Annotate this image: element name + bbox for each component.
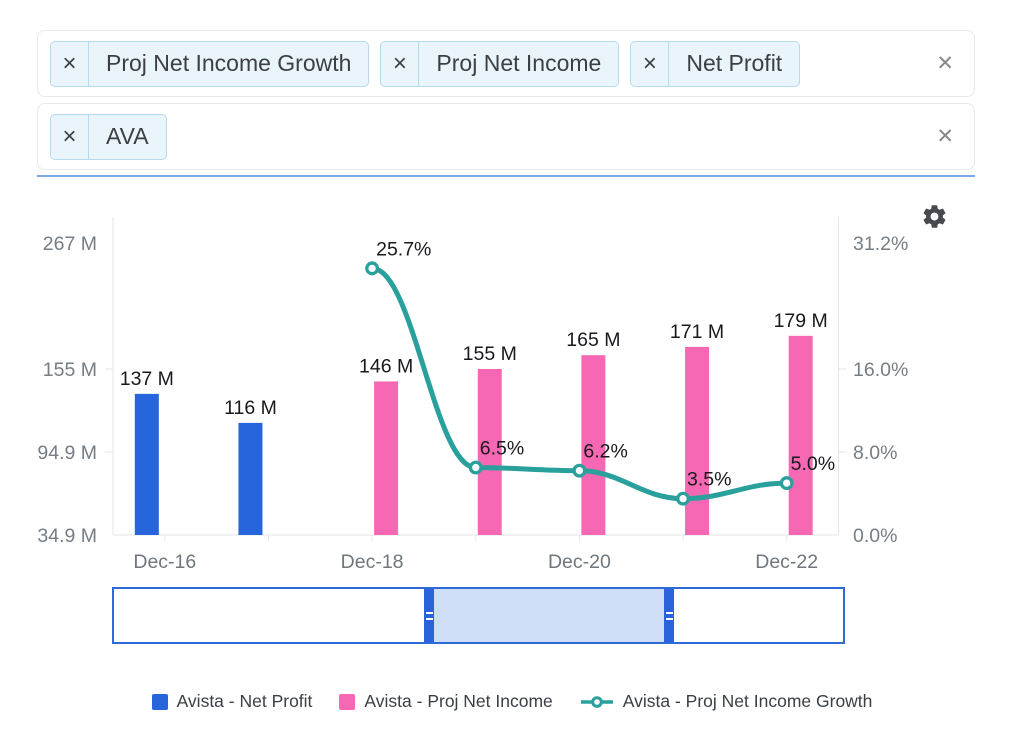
bar-data-label: 137 M [120, 368, 174, 390]
line-point-marker[interactable] [572, 463, 587, 478]
right-axis-tick-label: 16.0% [853, 359, 908, 381]
ticker-chip-list: × AVA [50, 113, 930, 160]
legend-item-net-profit[interactable]: Avista - Net Profit [151, 691, 313, 712]
chart-legend: Avista - Net Profit Avista - Proj Net In… [0, 691, 1024, 712]
left-axis-tick-label: 34.9 M [37, 525, 97, 547]
clear-metrics-icon[interactable]: ✕ [936, 52, 954, 75]
chip-ava[interactable]: × AVA [50, 113, 167, 160]
legend-label: Avista - Net Profit [176, 691, 313, 711]
x-axis-tick-label: Dec-18 [341, 551, 404, 573]
right-axis-tick-label: 31.2% [853, 233, 908, 255]
gear-icon[interactable] [921, 203, 948, 230]
growth-line[interactable] [369, 265, 790, 502]
datazoom-right-handle[interactable] [664, 589, 674, 642]
left-axis-tick-label: 94.9 M [37, 442, 97, 464]
bar-data-label: 179 M [774, 310, 828, 332]
chip-net-profit[interactable]: × Net Profit [630, 40, 801, 87]
bar-data-label: 155 M [463, 343, 517, 365]
datazoom-slider-track[interactable] [112, 587, 845, 644]
line-point-marker[interactable] [468, 460, 483, 475]
clear-tickers-icon[interactable]: ✕ [936, 125, 954, 148]
chip-proj-net-income-growth[interactable]: × Proj Net Income Growth [50, 40, 370, 87]
bar-data-label: 165 M [566, 329, 620, 351]
chip-label: Net Profit [686, 50, 783, 76]
right-axis-tick-label: 0.0% [853, 525, 897, 547]
legend-label: Avista - Proj Net Income Growth [622, 691, 873, 711]
x-axis-tick-label: Dec-20 [548, 551, 611, 573]
chip-proj-net-income[interactable]: × Proj Net Income [380, 40, 620, 87]
x-axis-tick-label: Dec-22 [755, 551, 818, 573]
bar-Avista - Proj Net Income[interactable] [788, 335, 813, 535]
ticker-filter-input[interactable]: × AVA ✕ [37, 103, 975, 170]
left-axis-tick-label: 155 M [43, 359, 97, 381]
metric-chip-list: × Proj Net Income Growth × Proj Net Inco… [50, 40, 930, 87]
legend-item-growth[interactable]: Avista - Proj Net Income Growth [580, 691, 873, 712]
handle-grip-icon [425, 611, 433, 620]
x-axis-tick-label: Dec-16 [133, 551, 196, 573]
metric-filter-input[interactable]: × Proj Net Income Growth × Proj Net Inco… [37, 30, 975, 97]
bar-Avista - Proj Net Income[interactable] [374, 381, 399, 535]
handle-grip-icon [665, 611, 673, 620]
proj-net-income-swatch-icon [339, 693, 356, 710]
line-point-marker[interactable] [676, 491, 690, 506]
line-data-label: 6.5% [480, 438, 524, 460]
chip-remove-icon[interactable]: × [631, 41, 670, 86]
bar-Avista - Proj Net Income[interactable] [477, 369, 502, 535]
chip-label: Proj Net Income Growth [106, 50, 352, 76]
legend-item-proj-net-income[interactable]: Avista - Proj Net Income [339, 691, 553, 712]
bar-data-label: 146 M [359, 355, 413, 377]
line-marker-swatch-icon [580, 695, 613, 708]
bar-Avista - Net Profit[interactable] [238, 422, 263, 535]
chart-canvas: 267 M 31.2% 155 M 16.0% 94.9 M 8.0% 34.9 M 0.0%… [37, 217, 908, 573]
line-point-marker[interactable] [779, 476, 794, 491]
bar-data-label: 116 M [224, 397, 277, 419]
datazoom-selected-window[interactable] [434, 589, 664, 642]
bar-Avista - Net Profit[interactable] [134, 393, 159, 535]
line-data-label: 6.2% [583, 441, 627, 463]
chip-label: Proj Net Income [436, 50, 602, 76]
line-point-marker[interactable] [365, 261, 380, 276]
chip-remove-icon[interactable]: × [381, 41, 420, 86]
legend-label: Avista - Proj Net Income [364, 691, 553, 711]
line-data-label: 5.0% [791, 453, 835, 475]
datazoom-left-handle[interactable] [424, 589, 434, 642]
bar-Avista - Proj Net Income[interactable] [685, 346, 710, 535]
line-data-label: 3.5% [687, 469, 731, 491]
bar-Avista - Proj Net Income[interactable] [581, 355, 606, 535]
line-data-label: 25.7% [376, 238, 431, 260]
chip-label: AVA [106, 123, 149, 149]
net-profit-swatch-icon [151, 693, 168, 710]
chip-remove-icon[interactable]: × [51, 41, 89, 86]
bar-data-label: 171 M [670, 321, 724, 343]
right-axis-tick-label: 8.0% [853, 442, 897, 464]
left-axis-tick-label: 267 M [43, 233, 97, 255]
input-focus-underline [37, 175, 975, 177]
chip-remove-icon[interactable]: × [51, 114, 89, 159]
